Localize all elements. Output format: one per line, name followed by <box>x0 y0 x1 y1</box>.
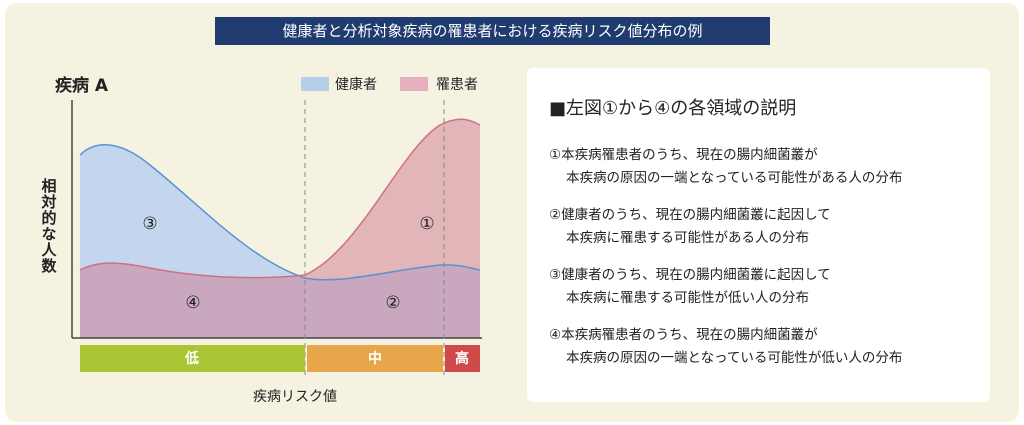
risk-band-label: 低 <box>184 350 199 367</box>
legend-swatch <box>301 77 329 91</box>
explanation-item: ④本疾病罹患者のうち、現在の腸内細菌叢が本疾病の原因の一端となっている可能性が低… <box>549 324 902 370</box>
x-axis-label: 疾病リスク値 <box>253 389 337 405</box>
risk-band-label: 高 <box>455 350 469 367</box>
explanation-item: ③健康者のうち、現在の腸内細菌叢に起因して 本疾病に罹患する可能性が低い人の分布 <box>549 264 831 310</box>
explanation-line: ②健康者のうち、現在の腸内細菌叢に起因して <box>549 207 831 223</box>
risk-band <box>445 345 480 372</box>
explanation-item: ①本疾病罹患者のうち、現在の腸内細菌叢が本疾病の原因の一端となっている可能性があ… <box>549 144 902 190</box>
title: 健康者と分析対象疾病の罹患者における疾病リスク値分布の例 <box>215 17 770 45</box>
risk-band <box>80 345 305 372</box>
explanation-line: 本疾病に罹患する可能性が低い人の分布 <box>566 290 809 306</box>
healthy-curve <box>79 144 481 281</box>
explanation-line: ①本疾病罹患者のうち、現在の腸内細菌叢が <box>549 147 818 163</box>
explanation-line: 本疾病の原因の一端となっている可能性がある人の分布 <box>566 170 903 186</box>
y-axis-label: 相対的な人数 <box>40 177 58 274</box>
region-label: ④ <box>185 293 200 313</box>
explanation-line: 本疾病の原因の一端となっている可能性が低い人の分布 <box>566 350 903 366</box>
explanation-heading: ■左図①から④の各領域の説明 <box>549 98 797 119</box>
region-label: ① <box>419 214 434 234</box>
explanation-line: ④本疾病罹患者のうち、現在の腸内細菌叢が <box>549 327 818 343</box>
chart: 疾病 A 健康者 罹患者 相対的な人数 ③ ① ④ ② 低 中 高 疾病リスク値 <box>40 75 482 405</box>
legend-swatch <box>400 77 428 91</box>
explanation-line: ③健康者のうち、現在の腸内細菌叢に起因して <box>549 267 831 283</box>
explanation-panel: ■左図①から④の各領域の説明 ①本疾病罹患者のうち、現在の腸内細菌叢が本疾病の原… <box>527 68 990 402</box>
legend-label: 健康者 <box>335 76 377 93</box>
patient-area <box>80 119 480 338</box>
risk-band-label: 中 <box>368 350 382 367</box>
risk-band <box>307 345 443 372</box>
explanation-line: 本疾病に罹患する可能性がある人の分布 <box>566 230 809 246</box>
legend-label: 罹患者 <box>436 77 478 93</box>
explanation-item: ②健康者のうち、現在の腸内細菌叢に起因して 本疾病に罹患する可能性がある人の分布 <box>549 204 831 250</box>
chart-label: 疾病 A <box>55 75 109 96</box>
region-label: ② <box>385 293 400 313</box>
region-label: ③ <box>142 214 157 234</box>
